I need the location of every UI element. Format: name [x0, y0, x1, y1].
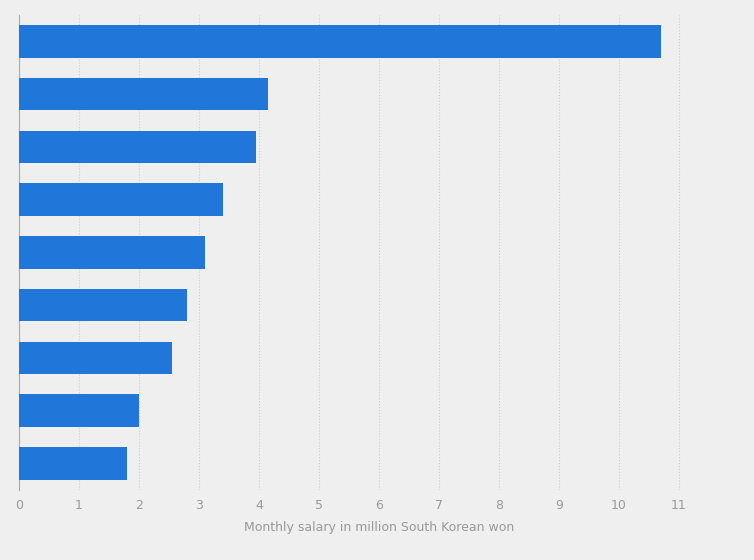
- Bar: [19, 447, 127, 480]
- Bar: [19, 394, 139, 427]
- Bar: [19, 25, 661, 58]
- Bar: [19, 289, 187, 321]
- Bar: [19, 342, 172, 374]
- X-axis label: Monthly salary in million South Korean won: Monthly salary in million South Korean w…: [244, 521, 514, 534]
- Bar: [19, 236, 205, 269]
- Bar: [19, 78, 268, 110]
- Bar: [19, 183, 223, 216]
- Bar: [19, 130, 256, 163]
